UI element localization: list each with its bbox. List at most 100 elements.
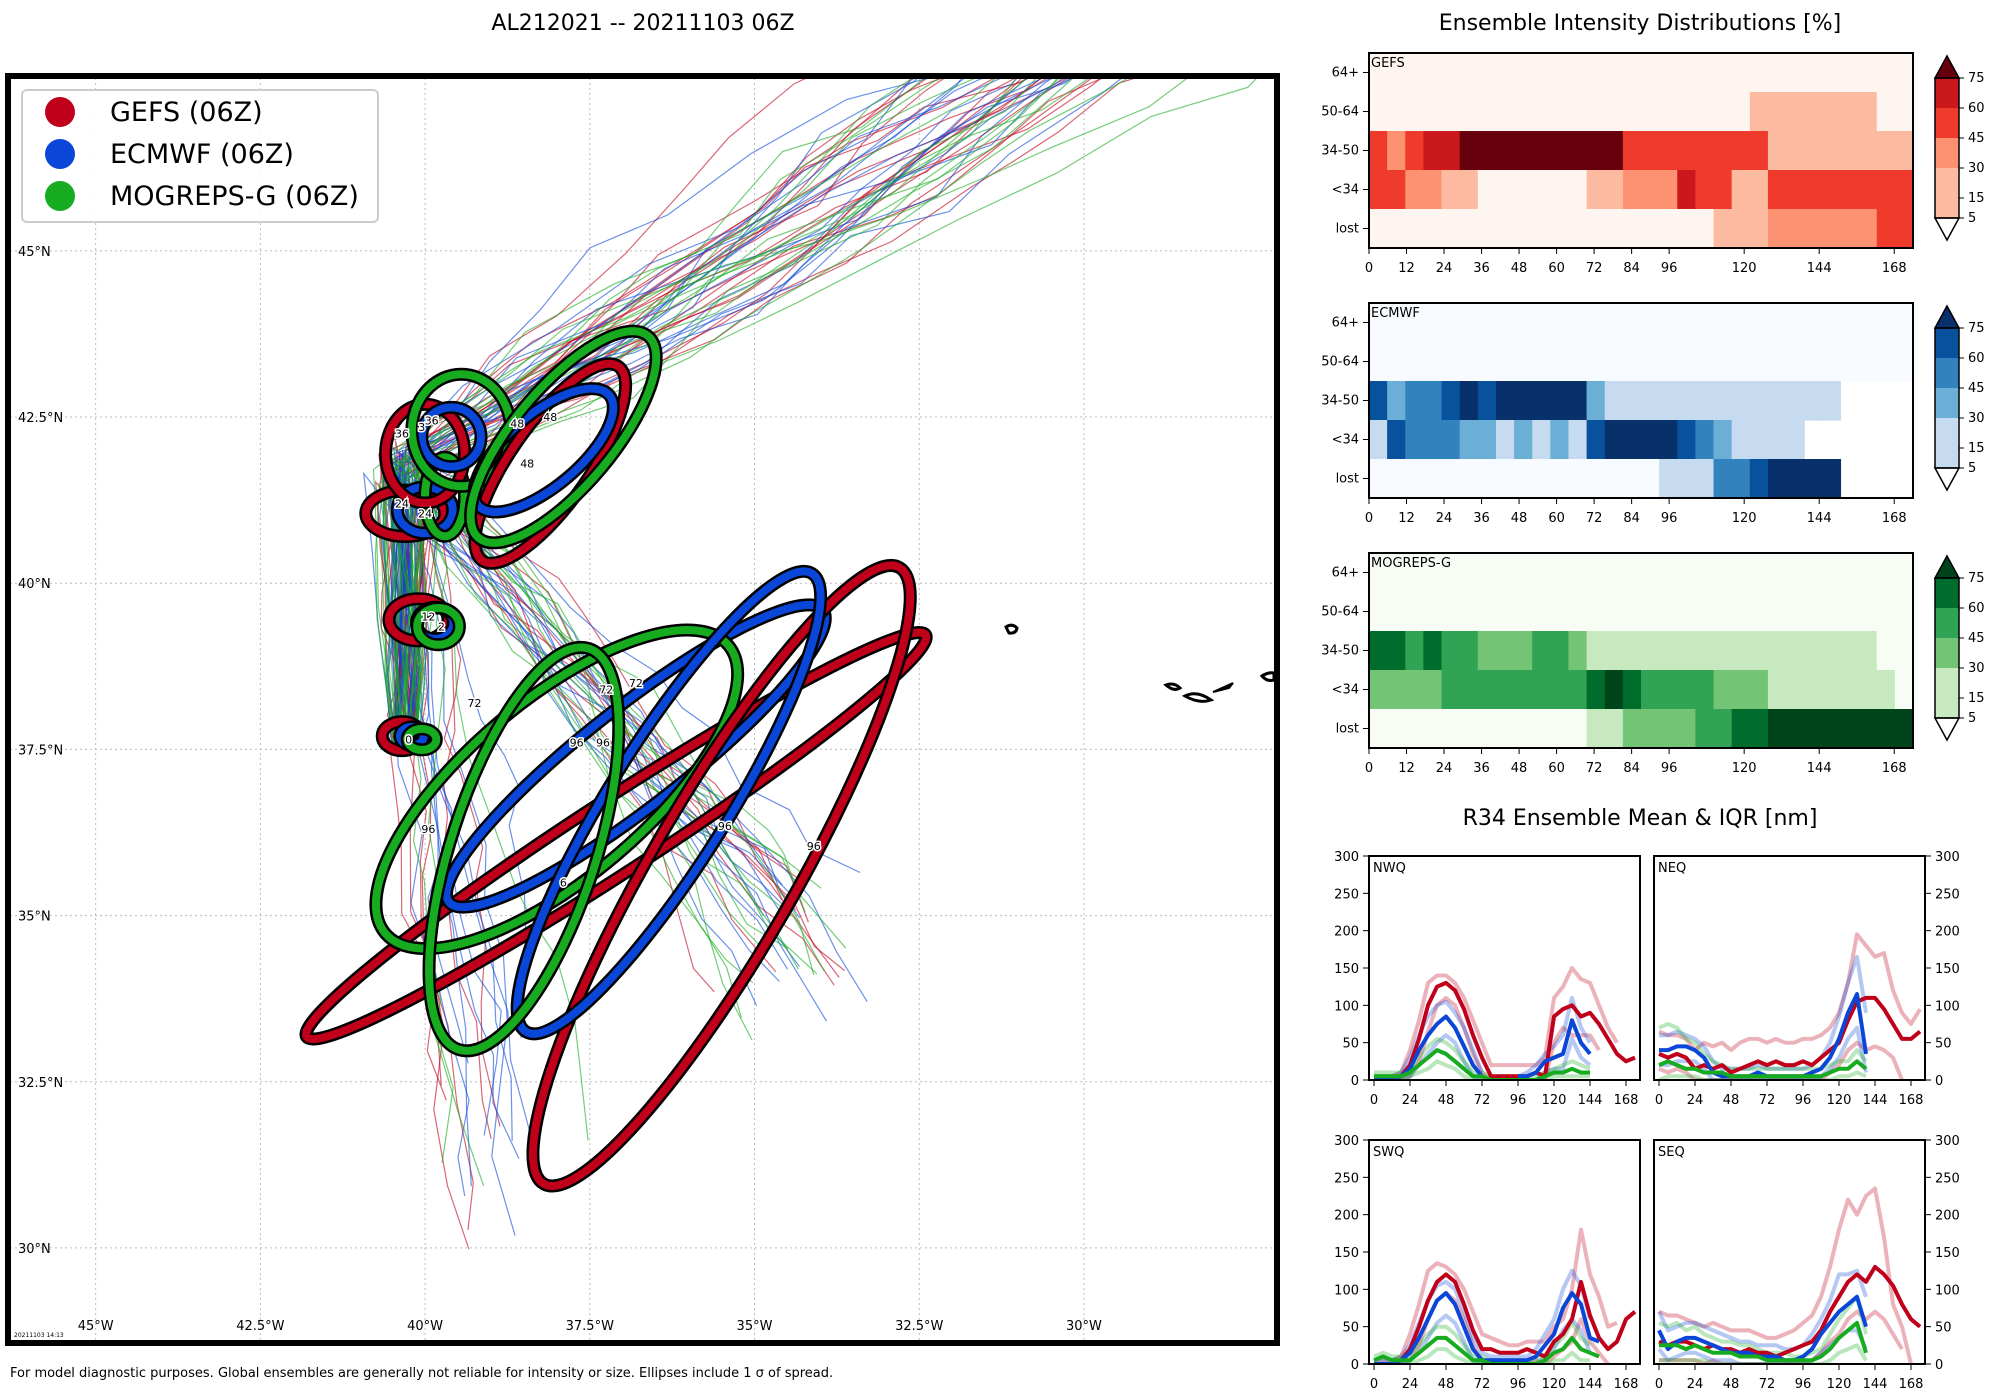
intensity-title: Ensemble Intensity Distributions [%] <box>1439 11 1842 36</box>
heat-cell <box>1822 459 1842 499</box>
r34-panel-name: NEQ <box>1658 861 1686 876</box>
heat-cell <box>1387 342 1406 382</box>
heat-x-label: 144 <box>1807 511 1832 526</box>
map-lon-label: 37.5°W <box>566 1319 614 1334</box>
heat-cell <box>1405 381 1424 421</box>
heat-cell <box>1822 342 1842 382</box>
heat-cell <box>1586 342 1606 382</box>
heat-cell <box>1387 709 1406 749</box>
r34-x-label: 120 <box>1542 1377 1567 1392</box>
heat-cell <box>1713 170 1733 210</box>
heat-cell <box>1894 342 1914 382</box>
colorbar-band <box>1935 638 1959 668</box>
heat-cell <box>1550 592 1570 632</box>
heat-cell <box>1641 381 1660 421</box>
heat-cell <box>1369 342 1388 382</box>
heat-cell <box>1659 342 1678 382</box>
heat-cell <box>1822 303 1842 343</box>
heat-cell <box>1532 92 1551 132</box>
heat-cell <box>1423 53 1443 93</box>
heat-row-label: 64+ <box>1332 566 1359 581</box>
ellipse-ring <box>528 561 915 1190</box>
ellipse-hour-label: 36 <box>395 428 409 441</box>
heat-cell <box>1731 170 1751 210</box>
heat-cell <box>1568 553 1588 593</box>
heat-cell <box>1477 170 1497 210</box>
heat-cell <box>1840 92 1860 132</box>
heat-cell <box>1894 131 1914 171</box>
colorbar-band <box>1935 328 1959 358</box>
colorbar-band <box>1935 168 1959 198</box>
heat-cell <box>1550 553 1570 593</box>
heat-x-label: 96 <box>1661 761 1678 776</box>
heat-cell <box>1767 53 1787 93</box>
colorbar-label: 5 <box>1968 711 1976 726</box>
heat-cell <box>1423 592 1443 632</box>
colorbar-band <box>1935 388 1959 418</box>
heat-cell <box>1804 53 1823 93</box>
r34-x-label: 0 <box>1370 1093 1378 1108</box>
mean-line-ecmwf <box>1374 1014 1592 1080</box>
heat-cell <box>1568 131 1588 171</box>
legend-mogreps-label: MOGREPS-G (06Z) <box>110 181 359 212</box>
heat-panel-name: GEFS <box>1371 56 1405 71</box>
heat-row-label: <34 <box>1332 183 1359 198</box>
heat-cell <box>1804 131 1823 171</box>
heat-row-label: 64+ <box>1332 66 1359 81</box>
heat-cell <box>1532 709 1551 749</box>
heat-cell <box>1749 420 1769 460</box>
heat-cell <box>1876 670 1896 710</box>
heat-x-label: 24 <box>1436 261 1453 276</box>
heat-cell <box>1369 631 1388 671</box>
heat-cell <box>1804 209 1823 249</box>
ensemble-track <box>398 78 1074 742</box>
map-lat-label: 30°N <box>18 1242 51 1257</box>
heat-cell <box>1713 670 1733 710</box>
heat-cell <box>1405 553 1424 593</box>
heat-cell <box>1786 631 1805 671</box>
heat-cell <box>1586 53 1606 93</box>
heat-x-label: 36 <box>1473 511 1490 526</box>
heat-cell <box>1622 553 1642 593</box>
ellipse-gefs-36 <box>379 397 472 510</box>
map-tick-labels: 45°W 42.5°W 40°W 37.5°W 35°W 32.5°W 30°W 45°N 42… <box>18 245 1102 1334</box>
ensemble-track <box>409 78 1093 752</box>
iqr-line-gefs <box>1658 1040 1904 1080</box>
heat-cell <box>1369 420 1388 460</box>
heat-cell <box>1423 209 1443 249</box>
heat-frame <box>1368 302 1914 499</box>
heat-cell <box>1749 209 1769 249</box>
r34-x-label: 24 <box>1687 1093 1704 1108</box>
heat-cell <box>1550 170 1570 210</box>
map-lat-label: 45°N <box>18 245 51 260</box>
heat-cell <box>1659 631 1678 671</box>
heat-cell <box>1749 631 1769 671</box>
ellipse-hour-label: 0 <box>405 733 412 746</box>
ellipse-ring <box>403 724 441 754</box>
heat-cell <box>1695 303 1715 343</box>
heat-cell <box>1622 592 1642 632</box>
heat-cell <box>1767 209 1787 249</box>
heat-cell <box>1822 92 1842 132</box>
heat-cell <box>1387 131 1406 171</box>
heat-cell <box>1495 131 1515 171</box>
colorbar-band <box>1935 78 1959 108</box>
heat-cell <box>1713 92 1733 132</box>
colorbar-extend-min <box>1933 217 1961 242</box>
heat-cell <box>1459 459 1479 499</box>
heat-cell <box>1532 170 1551 210</box>
heat-cell <box>1677 420 1696 460</box>
heat-cell <box>1876 131 1896 171</box>
ellipse-ring <box>425 643 623 1055</box>
heat-cell <box>1387 670 1406 710</box>
colorbar-label: 15 <box>1968 441 1985 456</box>
heat-cell <box>1477 420 1497 460</box>
heat-cell <box>1532 342 1551 382</box>
colorbar-label: 60 <box>1968 351 1985 366</box>
heat-cell <box>1568 92 1588 132</box>
heat-cell <box>1659 459 1678 499</box>
heat-cell <box>1532 209 1551 249</box>
heat-cell <box>1477 209 1497 249</box>
heat-cell <box>1423 670 1443 710</box>
heat-cell <box>1495 209 1515 249</box>
